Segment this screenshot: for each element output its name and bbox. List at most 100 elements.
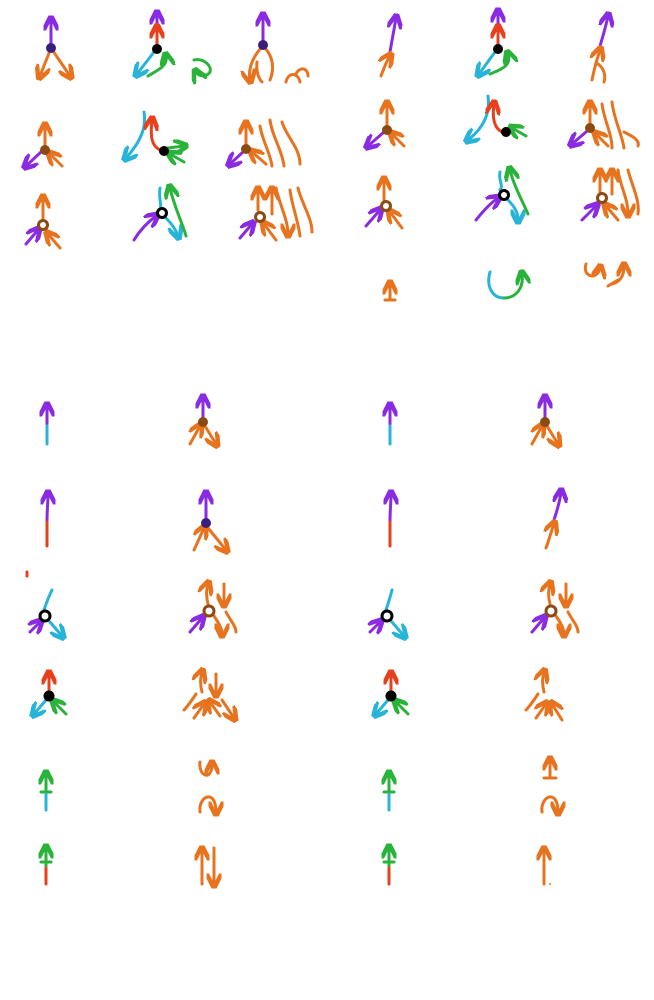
vertex-ring [544, 604, 558, 618]
photon-line [580, 206, 596, 222]
fermion-loop [294, 67, 310, 78]
fermion-line [381, 56, 390, 78]
fermion-loop [198, 762, 212, 777]
fermion-loop [198, 795, 216, 812]
fermion-line [264, 224, 278, 242]
electron-line [506, 198, 518, 220]
neutrino-line [170, 188, 188, 238]
vertex-ring [380, 200, 392, 212]
fermion-line [203, 424, 216, 444]
diagram-b4-c4 [524, 672, 562, 722]
vertex-dot [159, 146, 169, 156]
fermion-line [554, 614, 564, 634]
fermion-line [606, 206, 620, 222]
photon-line [47, 494, 48, 524]
diagram-b2-c3 [390, 494, 391, 548]
fermion-line [545, 424, 558, 444]
diagram-b6-c3 [384, 848, 394, 886]
neutrino-line [502, 274, 522, 300]
diagram-b5-c4 [540, 760, 558, 812]
vertex-dot [501, 127, 511, 137]
vertex-ring [156, 207, 168, 219]
photon-line [238, 224, 252, 240]
fermion-line [622, 130, 640, 148]
vertex-dot [152, 44, 162, 54]
vertex-dot [258, 40, 268, 50]
fermion-line [49, 46, 70, 76]
fermion-line [274, 186, 288, 234]
photon-line [474, 198, 498, 222]
photon-line [390, 18, 396, 54]
vertex-dot [46, 43, 56, 53]
fermion-line [532, 426, 542, 446]
electron-line [137, 50, 156, 74]
vertex-ring [202, 604, 216, 618]
diagram-r2-c6 [572, 100, 640, 150]
vertex-ring [596, 192, 608, 204]
neutrino-line [512, 128, 528, 136]
fermion-line [566, 610, 580, 634]
diagram-b3-c2 [188, 584, 238, 634]
neutrino-line [170, 154, 186, 162]
fermion-line [182, 692, 198, 712]
photon-line [132, 216, 156, 242]
diagram-r1-c2 [137, 14, 212, 78]
diagram-r4-c4 [385, 284, 395, 302]
electron-line [34, 698, 48, 714]
fermion-line [592, 50, 600, 82]
vertex-dot [241, 144, 251, 154]
diagram-r3-c2 [132, 188, 188, 242]
photon-line [368, 130, 386, 146]
fermion-line [392, 134, 406, 148]
fermion-line [524, 692, 540, 712]
diagram-r3-c5 [474, 170, 530, 222]
photon-line [554, 492, 561, 522]
electron-line [498, 170, 503, 192]
electron-line [48, 620, 62, 636]
diagram-r1-c1 [40, 20, 70, 76]
fermion-line [549, 584, 551, 606]
neutrino-line [488, 54, 509, 76]
neutrino-line [54, 702, 68, 716]
fermion-line [190, 426, 200, 446]
electron-line [384, 588, 394, 612]
fermion-line [596, 134, 610, 148]
vertex-ring [254, 211, 266, 223]
fermion-line [206, 526, 226, 550]
electron-line [487, 270, 506, 300]
diagram-b5-c1 [41, 774, 51, 812]
vertex-ring [380, 609, 394, 623]
vertex-ring [37, 219, 49, 231]
neutrino-line [510, 170, 530, 216]
photon-line [370, 622, 380, 632]
diagram-r3-c1 [24, 198, 62, 250]
fermion-line [50, 154, 64, 168]
electron-line [479, 50, 497, 74]
diagram-b4-c3 [376, 674, 410, 714]
positron-line [151, 120, 162, 152]
fermion-line [610, 100, 626, 150]
fermion-line [210, 702, 220, 718]
photon-line [26, 150, 43, 166]
fermion-dot [549, 883, 551, 885]
photon-line [24, 230, 38, 246]
electron-line [164, 216, 178, 236]
vertex-dot [493, 44, 503, 54]
diagram-r2-c1 [26, 126, 64, 168]
photon-line [30, 622, 40, 632]
photon-line [230, 150, 245, 164]
vertex-dot [43, 690, 55, 702]
fermion-line [536, 704, 546, 720]
diagram-r3-c6 [580, 170, 640, 222]
neutrino-loop [194, 58, 212, 76]
diagram-r4-c5 [487, 270, 523, 300]
vertex-ring [38, 609, 52, 623]
diagram-b5-c2 [198, 762, 216, 812]
photon-line [530, 618, 544, 634]
diagram-b6-c1 [41, 848, 51, 886]
fermion-line [600, 102, 614, 150]
positron-line [493, 104, 504, 134]
vertex-dot [40, 145, 50, 155]
neutrino-line [146, 56, 166, 78]
